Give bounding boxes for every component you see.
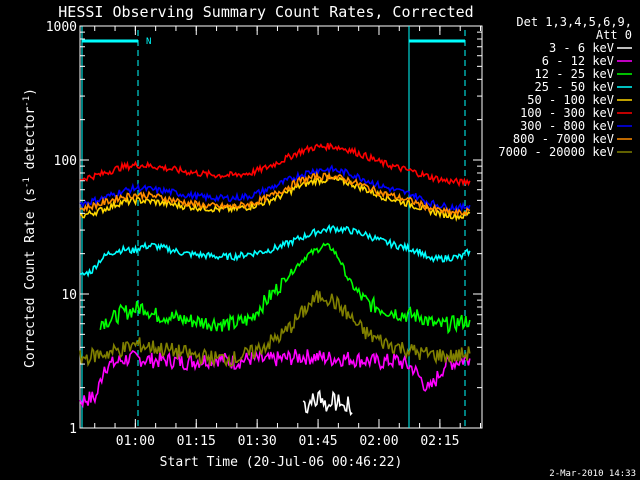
y-tick-label: 1	[69, 422, 77, 437]
y-tick-label: 10	[61, 288, 77, 303]
date-stamp: 2-Mar-2010 14:33	[549, 469, 636, 479]
chart-title: HESSI Observing Summary Count Rates, Cor…	[58, 3, 473, 21]
legend-label: 6 - 12 keV	[542, 54, 614, 68]
legend-label: 50 - 100 keV	[527, 93, 614, 107]
series-line	[79, 174, 471, 222]
series-line	[79, 290, 471, 368]
series-line	[79, 223, 471, 278]
series-line	[79, 349, 471, 409]
legend-label: 100 - 300 keV	[520, 106, 614, 120]
x-tick-label: 02:15	[420, 434, 459, 449]
series-line	[99, 242, 471, 335]
annotation-label: N	[146, 37, 151, 47]
y-tick-label: 1000	[46, 20, 77, 35]
legend-label: 3 - 6 keV	[549, 41, 614, 55]
x-tick-label: 01:00	[116, 434, 155, 449]
x-tick-label: 01:45	[299, 434, 338, 449]
legend-label: 7000 - 20000 keV	[498, 145, 614, 159]
y-tick-label: 100	[54, 154, 77, 169]
series-layer	[79, 142, 471, 417]
legend-header-line2: Att 0	[596, 28, 632, 42]
axis-layer: 1 10 100 1000 01:00 01:15 01:30 01:45 02:00 02:15	[46, 20, 482, 449]
plot-frame	[79, 25, 483, 429]
x-axis-label: Start Time (20-Jul-06 00:46:22)	[160, 455, 403, 470]
series-line	[79, 164, 471, 214]
x-tick-label: 02:00	[359, 434, 398, 449]
legend-label: 300 - 800 keV	[520, 119, 614, 133]
series-line	[302, 389, 353, 417]
legend-label: 800 - 7000 keV	[513, 132, 614, 146]
y-axis-label: Corrected Count Rate (s-1 detector-1)	[22, 88, 38, 368]
series-line	[79, 170, 471, 218]
legend-label: 12 - 25 keV	[535, 67, 614, 81]
legend-header-line1: Det 1,3,4,5,6,9,	[516, 15, 632, 29]
x-tick-label: 01:30	[238, 434, 277, 449]
x-tick-label: 01:15	[177, 434, 216, 449]
series-line	[79, 142, 471, 188]
legend-label: 25 - 50 keV	[535, 80, 614, 94]
